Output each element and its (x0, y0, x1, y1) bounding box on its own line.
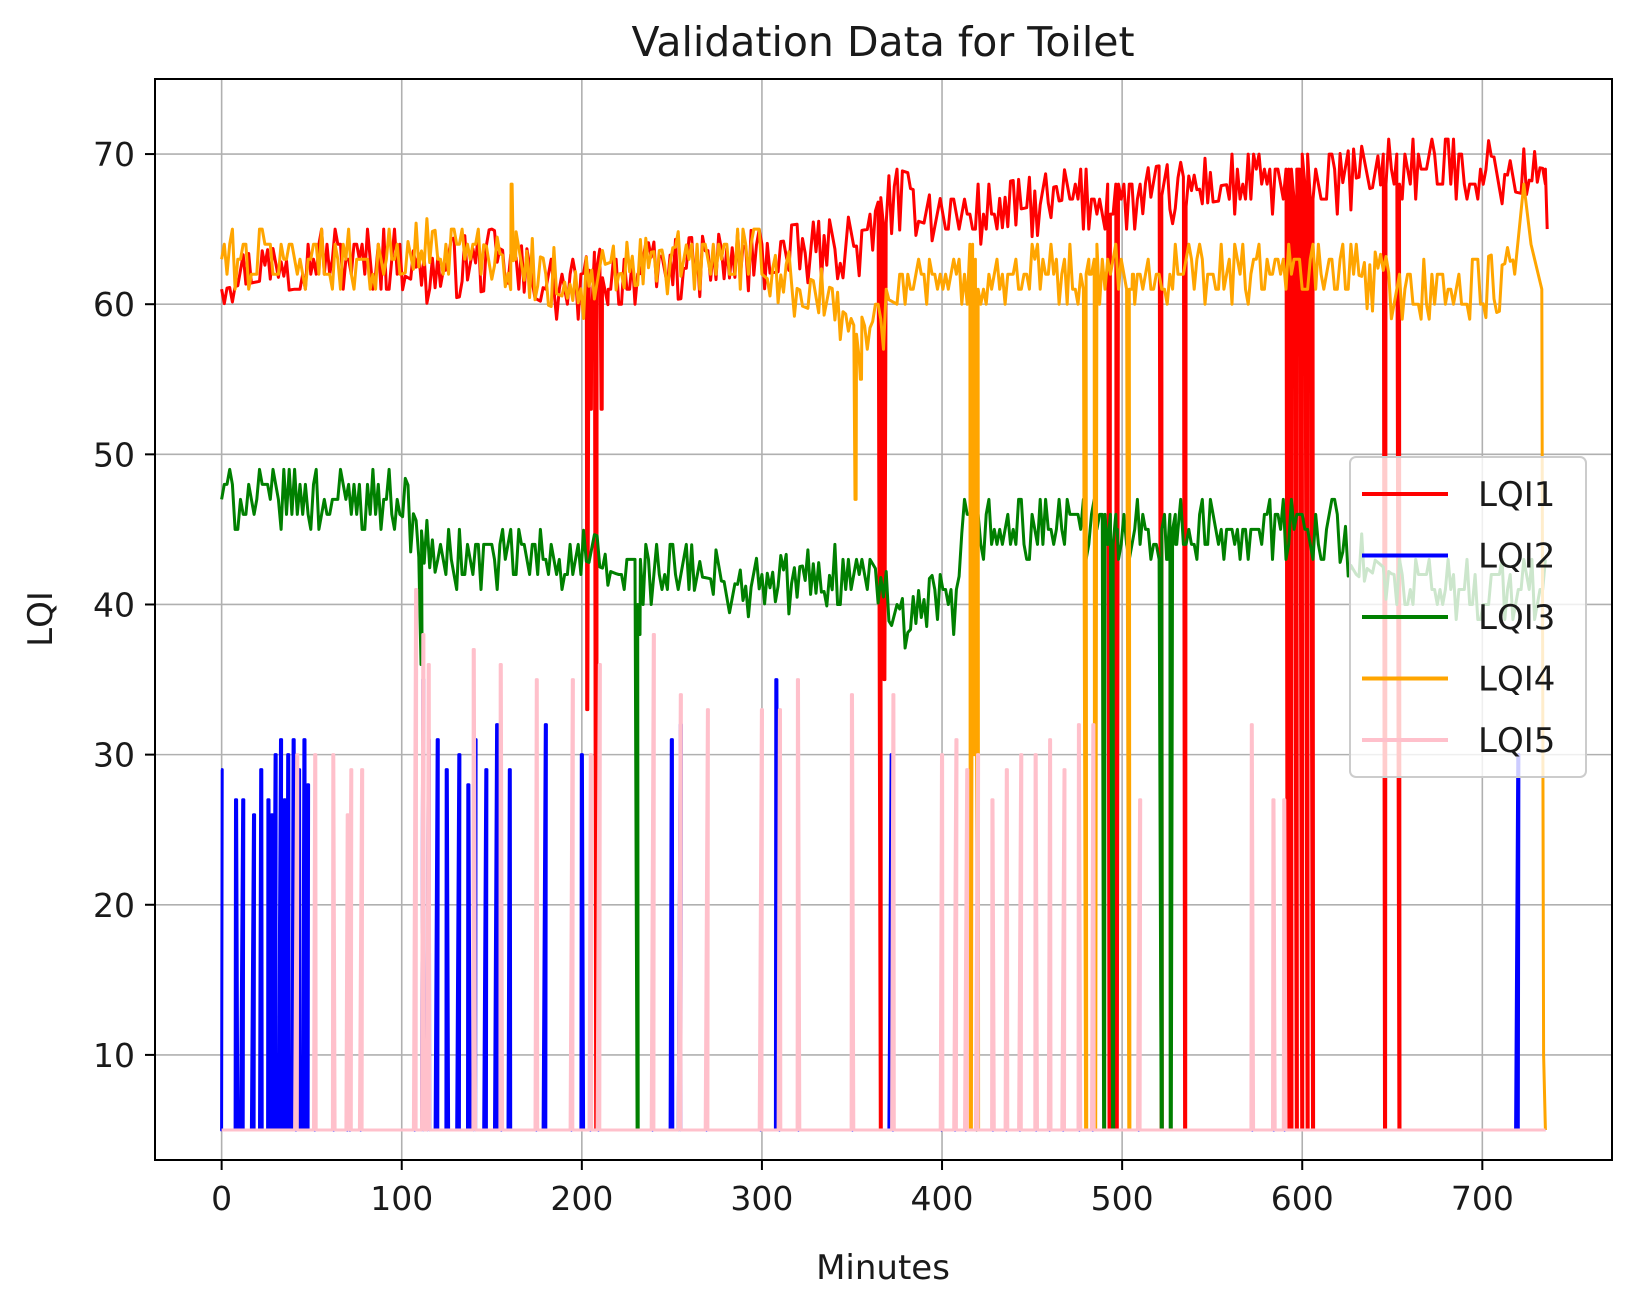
series-lines (220, 137, 1549, 1132)
y-tick-label: 20 (93, 886, 135, 925)
x-tick-label: 400 (911, 1179, 974, 1218)
series-line-lqi5 (221, 588, 1546, 1132)
x-tick-label: 700 (1451, 1179, 1514, 1218)
series-line-lqi1 (220, 137, 1549, 1132)
legend: LQI1 LQI2 LQI3 LQI4 LQI5 (1349, 456, 1587, 778)
axis-ticks: 0 100 200 300 400 500 600 700 10 20 30 40 50 60 70 (93, 135, 1514, 1218)
x-tick-label: 200 (550, 1179, 613, 1218)
x-tick-label: 600 (1271, 1179, 1334, 1218)
legend-label-lqi1: LQI1 (1478, 475, 1555, 515)
x-tick-label: 300 (730, 1179, 793, 1218)
x-tick-label: 0 (211, 1179, 232, 1218)
x-tick-label: 100 (370, 1179, 433, 1218)
x-axis-label: Minutes (816, 1248, 950, 1288)
x-tick-label: 500 (1091, 1179, 1154, 1218)
legend-label-lqi5: LQI5 (1478, 721, 1555, 761)
y-tick-label: 30 (93, 736, 135, 775)
legend-label-lqi3: LQI3 (1478, 598, 1555, 638)
legend-label-lqi4: LQI4 (1478, 660, 1555, 700)
y-tick-label: 70 (93, 135, 135, 174)
chart-title: Validation Data for Toilet (631, 18, 1134, 66)
y-tick-label: 50 (93, 435, 135, 474)
plot-frame (154, 78, 1613, 1161)
series-line-lqi4 (220, 182, 1547, 1132)
y-tick-label: 10 (93, 1036, 135, 1075)
y-tick-label: 40 (93, 585, 135, 624)
y-axis-label: LQI (21, 591, 61, 647)
legend-box (1349, 456, 1587, 778)
series-line-lqi3 (220, 467, 1547, 1132)
legend-label-lqi2: LQI2 (1478, 537, 1555, 577)
y-tick-label: 60 (93, 285, 135, 324)
